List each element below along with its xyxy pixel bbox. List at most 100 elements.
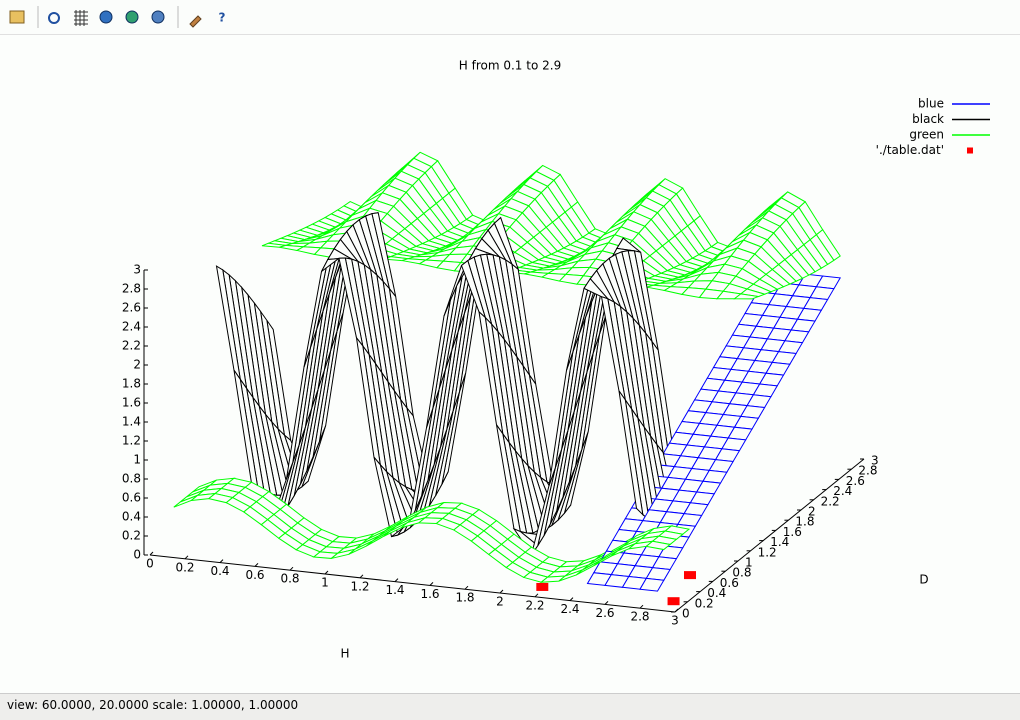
- surface-cell: [408, 255, 435, 261]
- x-tick-label: 0.2: [175, 560, 194, 574]
- surface-cell: [650, 211, 676, 242]
- surface-cell: [413, 151, 439, 168]
- zoom-out-icon[interactable]: [151, 10, 165, 24]
- surface-cell: [725, 232, 751, 249]
- surface-cell: [301, 539, 328, 553]
- surface-cell: [277, 427, 303, 492]
- surface-cell: [271, 421, 297, 495]
- grid-icon[interactable]: [74, 10, 88, 26]
- surface-cell: [653, 282, 679, 288]
- surface-cell: [567, 301, 593, 431]
- y-tick-label: 0.6: [720, 576, 739, 590]
- surface-cell: [588, 549, 614, 566]
- surface-cell: [736, 347, 762, 362]
- surface-cell: [703, 435, 730, 450]
- surface-cell: [763, 269, 789, 284]
- surface-cell: [690, 457, 717, 471]
- surface-cell: [291, 238, 317, 245]
- surface-cell: [566, 247, 592, 263]
- surface-cell: [741, 370, 767, 385]
- surface-cell: [356, 215, 382, 230]
- surface-cell: [760, 239, 786, 266]
- surface-cell: [195, 487, 224, 497]
- surface-cell: [526, 522, 552, 536]
- surface-cell: [359, 184, 385, 213]
- z-tick-label: 0.6: [122, 491, 141, 505]
- y-tick-label: 0.2: [695, 596, 714, 610]
- surface-cell: [265, 413, 290, 496]
- surface-cell: [767, 293, 794, 308]
- surface-cell: [700, 377, 726, 392]
- surface-cell: [452, 524, 479, 542]
- y-tick-label: 0.8: [732, 566, 751, 580]
- surface-cell: [421, 369, 446, 497]
- surface-cell: [476, 530, 503, 551]
- surface-cell: [258, 405, 284, 496]
- surface-cell: [636, 260, 663, 277]
- surface-cell: [338, 257, 364, 347]
- surface-cell: [353, 212, 379, 234]
- surface-cell: [576, 275, 602, 287]
- surface-cell: [506, 533, 533, 553]
- surface-cell: [487, 548, 514, 569]
- surface-cell: [391, 509, 416, 538]
- replot-icon[interactable]: [48, 12, 60, 24]
- zoom-next-icon[interactable]: [125, 10, 139, 24]
- surface-cell: [562, 372, 588, 498]
- surface-cell: [470, 222, 495, 297]
- surface-cell: [277, 532, 304, 551]
- surface-cell: [532, 510, 558, 534]
- surface-cell: [391, 233, 418, 250]
- surface-cell: [658, 545, 684, 560]
- config-icon[interactable]: [189, 15, 202, 28]
- surface-cell: [273, 508, 299, 529]
- surface-cell: [424, 253, 451, 262]
- surface-cell: [385, 469, 411, 533]
- surface-cell: [202, 482, 230, 491]
- surface-cell: [570, 258, 598, 269]
- surface-cell: [303, 259, 329, 368]
- surface-cell: [331, 248, 357, 260]
- surface-cell: [496, 233, 522, 253]
- surface-cell: [348, 202, 373, 222]
- surface-cell: [407, 512, 432, 524]
- surface-cell: [173, 494, 198, 508]
- surface-cell: [387, 381, 413, 491]
- surface-cell: [535, 561, 562, 573]
- surface-cell: [311, 220, 338, 231]
- surface-cell: [361, 193, 386, 215]
- surface-cell: [329, 215, 354, 231]
- legend-point: [967, 147, 973, 154]
- help-icon[interactable]: ?: [219, 11, 226, 25]
- surface-cell: [468, 247, 494, 261]
- surface-cell: [741, 260, 767, 280]
- surface-cell: [558, 560, 586, 568]
- surface-cell: [618, 247, 645, 267]
- surface-cell: [589, 269, 616, 304]
- surface-cell: [715, 290, 743, 300]
- surface-cell: [646, 284, 673, 291]
- surface-cell: [705, 255, 733, 269]
- surface-cell: [493, 191, 518, 210]
- surface-cell: [610, 543, 636, 557]
- surface-cell: [652, 272, 681, 280]
- surface-cell: [301, 240, 329, 249]
- surface-cell: [459, 253, 486, 266]
- surface-cell: [699, 263, 726, 275]
- surface-cell: [632, 204, 659, 221]
- copy-icon[interactable]: [9, 10, 25, 24]
- surface-cell: [478, 228, 505, 243]
- surface-cell: [433, 233, 461, 245]
- surface-cell: [709, 245, 735, 265]
- surface-cell: [298, 235, 323, 243]
- surface-cell: [494, 261, 522, 271]
- surface-cell: [336, 219, 362, 332]
- zoom-back-icon[interactable]: [99, 10, 113, 24]
- surface-cell: [679, 444, 706, 459]
- surface-cell: [336, 205, 363, 219]
- surface-cell: [600, 295, 626, 401]
- surface-cell: [673, 455, 699, 470]
- surface-cell: [756, 280, 783, 295]
